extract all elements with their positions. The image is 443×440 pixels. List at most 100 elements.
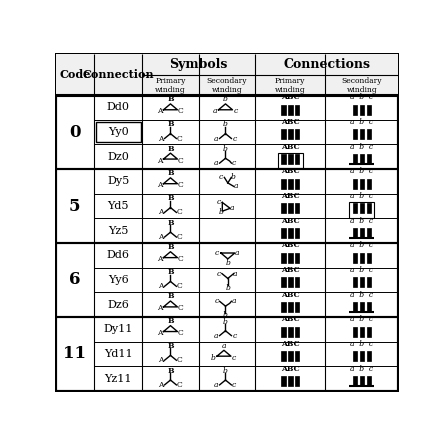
Bar <box>353 326 357 337</box>
Text: c: c <box>232 354 236 362</box>
Text: b: b <box>230 173 235 181</box>
Bar <box>56 95 398 169</box>
Bar <box>56 243 398 317</box>
Text: c: c <box>233 332 237 340</box>
Text: 5: 5 <box>69 198 81 215</box>
Text: a  b  c: a b c <box>350 290 373 299</box>
Text: Dz6: Dz6 <box>107 300 129 310</box>
Text: C: C <box>178 157 183 165</box>
Bar <box>360 277 364 287</box>
Bar <box>360 351 364 361</box>
Text: a  b  c: a b c <box>350 340 373 348</box>
Text: C: C <box>177 356 183 364</box>
Text: b: b <box>223 367 228 375</box>
Bar <box>295 326 299 337</box>
Text: c: c <box>215 249 219 257</box>
Text: A: A <box>157 255 163 263</box>
Bar <box>353 203 357 213</box>
Text: ABC: ABC <box>281 290 299 299</box>
Bar <box>366 376 371 386</box>
Text: Primary
winding: Primary winding <box>155 77 186 94</box>
Text: a  b  c: a b c <box>350 364 373 373</box>
Bar <box>366 253 371 263</box>
Bar <box>295 105 299 115</box>
Text: c: c <box>217 270 221 278</box>
Bar <box>360 302 364 312</box>
Text: C: C <box>177 282 183 290</box>
Text: C: C <box>177 209 183 216</box>
Text: ABC: ABC <box>281 364 299 373</box>
Text: a  b  c: a b c <box>350 241 373 249</box>
Text: a  b  c: a b c <box>350 143 373 151</box>
Text: a: a <box>214 135 218 143</box>
Bar <box>278 153 303 168</box>
Bar <box>353 253 357 263</box>
Text: Secondary
winding: Secondary winding <box>207 77 247 94</box>
Text: Dd0: Dd0 <box>107 103 130 113</box>
Bar <box>288 228 292 238</box>
Bar <box>360 253 364 263</box>
Text: c: c <box>218 173 222 181</box>
Bar <box>366 351 371 361</box>
Text: a: a <box>233 270 237 278</box>
Bar <box>281 154 286 164</box>
Bar <box>353 277 357 287</box>
Bar <box>360 179 364 189</box>
Bar <box>353 351 357 361</box>
Text: a: a <box>222 342 226 350</box>
Text: B: B <box>167 95 174 103</box>
Text: A: A <box>158 135 163 143</box>
Text: Dy11: Dy11 <box>104 324 133 334</box>
Bar <box>288 277 292 287</box>
Text: A: A <box>157 157 163 165</box>
Text: a: a <box>214 159 219 167</box>
Bar <box>360 326 364 337</box>
Text: Primary
winding: Primary winding <box>275 77 306 94</box>
Text: Yd11: Yd11 <box>104 349 132 359</box>
Bar <box>281 376 286 386</box>
Bar <box>350 202 374 217</box>
Bar <box>281 179 286 189</box>
Text: a: a <box>214 381 219 389</box>
Text: a  b  c: a b c <box>350 167 373 176</box>
Text: b: b <box>225 284 230 292</box>
Text: A: A <box>158 381 163 389</box>
Bar <box>295 253 299 263</box>
Bar <box>295 154 299 164</box>
Text: ABC: ABC <box>281 167 299 176</box>
Text: a  b  c: a b c <box>350 216 373 225</box>
Bar <box>56 317 398 391</box>
Text: a  b  c: a b c <box>350 266 373 274</box>
Bar <box>295 302 299 312</box>
Bar <box>366 203 371 213</box>
Text: Secondary
winding: Secondary winding <box>342 77 382 94</box>
Bar <box>366 179 371 189</box>
Bar <box>295 351 299 361</box>
Bar <box>281 253 286 263</box>
Bar <box>353 154 357 164</box>
Text: a  b  c: a b c <box>350 315 373 323</box>
Bar <box>366 302 371 312</box>
Text: Dz0: Dz0 <box>107 152 129 162</box>
Text: A: A <box>157 181 163 189</box>
Text: c: c <box>232 159 236 167</box>
Text: Code: Code <box>59 69 90 80</box>
Text: C: C <box>178 329 183 337</box>
Bar <box>353 129 357 139</box>
Text: C: C <box>177 381 183 389</box>
Text: b: b <box>219 208 224 216</box>
Bar <box>56 169 398 243</box>
Text: ABC: ABC <box>281 216 299 225</box>
Bar <box>281 203 286 213</box>
Text: c: c <box>233 135 237 143</box>
Bar <box>281 105 286 115</box>
Text: A: A <box>158 233 163 241</box>
Text: B: B <box>167 121 174 128</box>
Bar <box>281 326 286 337</box>
Text: A: A <box>157 329 163 337</box>
Text: B: B <box>167 145 174 153</box>
Text: B: B <box>167 342 174 350</box>
Bar <box>366 277 371 287</box>
Bar <box>366 228 371 238</box>
Text: B: B <box>167 169 174 177</box>
